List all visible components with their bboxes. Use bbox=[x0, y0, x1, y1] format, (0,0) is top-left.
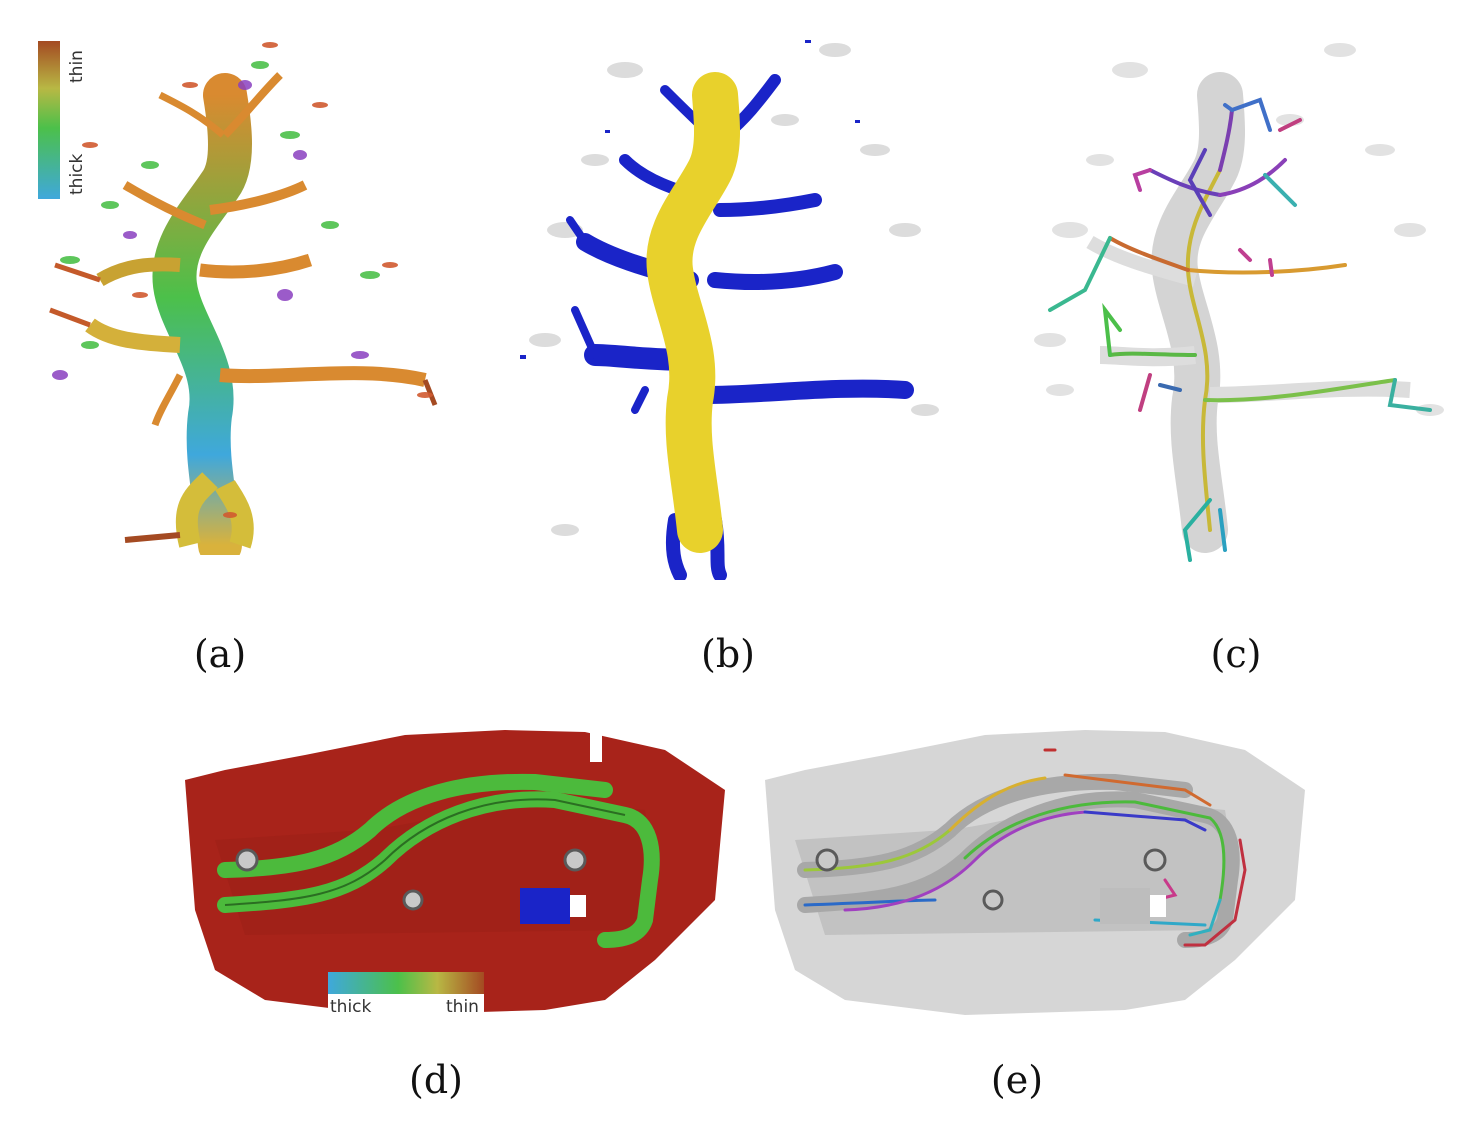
panel-b-image bbox=[505, 10, 955, 580]
colorbar-a-thick-label: thick bbox=[67, 153, 87, 195]
panel-d-image bbox=[185, 720, 725, 1020]
caption-a: (a) bbox=[193, 632, 247, 676]
colorbar-d-thin-label: thin bbox=[446, 997, 479, 1017]
caption-b: (b) bbox=[701, 632, 755, 676]
panel-c-image bbox=[1010, 10, 1460, 580]
caption-c: (c) bbox=[1210, 632, 1262, 676]
caption-d: (d) bbox=[409, 1058, 463, 1102]
panel-e-image bbox=[765, 720, 1310, 1020]
colorbar-d-thick-label: thick bbox=[330, 997, 372, 1017]
colorbar-a-thin-label: thin bbox=[67, 50, 87, 83]
caption-e: (e) bbox=[990, 1058, 1044, 1102]
colorbar-a bbox=[38, 41, 60, 199]
colorbar-d bbox=[328, 972, 484, 994]
panel-a-image: thin thick bbox=[30, 25, 450, 555]
